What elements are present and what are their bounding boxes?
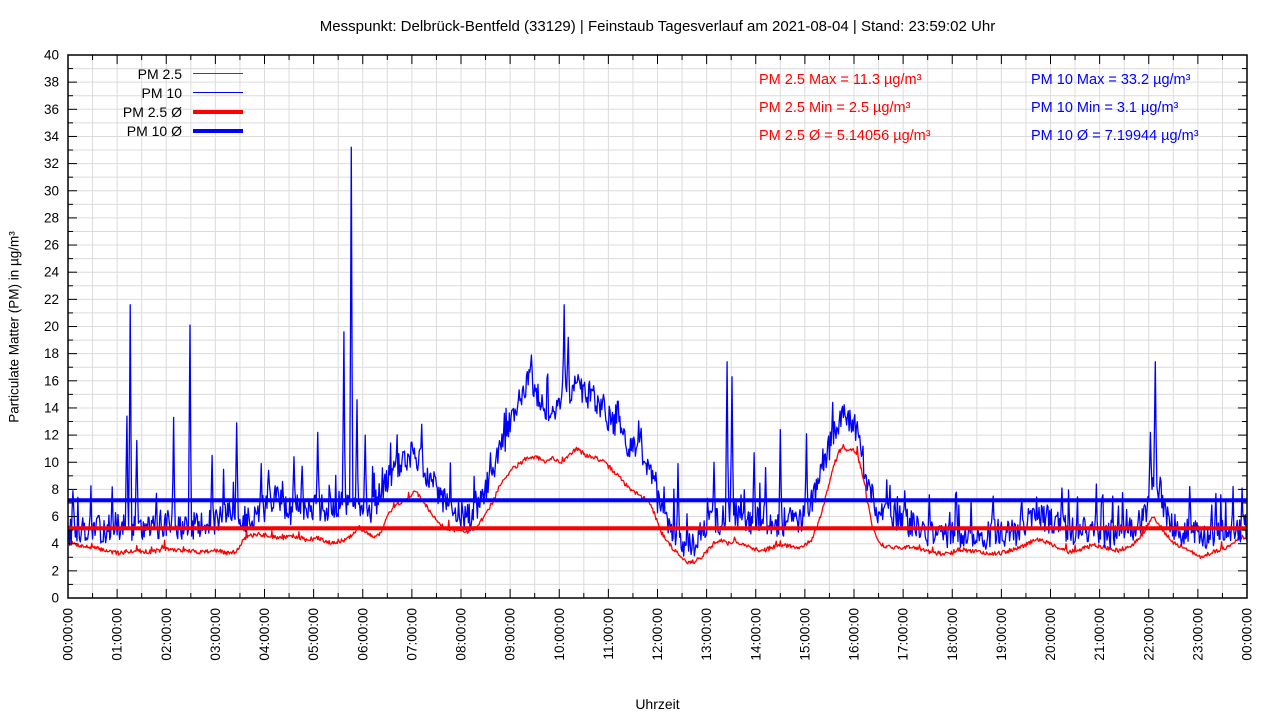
x-tick-label: 22:00:00 [1141,608,1156,661]
stats-pm10: PM 10 Max = 33.2 µg/m³ PM 10 Min = 3.1 µ… [1031,66,1199,150]
y-tick-label: 10 [44,455,59,470]
x-tick-label: 01:00:00 [110,608,125,661]
x-tick-label: 05:00:00 [306,608,321,661]
y-tick-label: 2 [51,563,59,578]
y-axis-label: Particulate Matter (PM) in µg/m³ [6,231,22,423]
legend-item-pm10-avg: PM 10 Ø [80,121,243,140]
x-tick-label: 20:00:00 [1043,608,1058,661]
x-tick-label: 09:00:00 [503,608,518,661]
x-tick-label: 07:00:00 [404,608,419,661]
y-tick-label: 38 [44,75,59,90]
x-tick-label: 13:00:00 [699,608,714,661]
stats-pm25: PM 2.5 Max = 11.3 µg/m³ PM 2.5 Min = 2.5… [759,66,931,150]
x-tick-label: 02:00:00 [159,608,174,661]
y-tick-label: 26 [44,238,59,253]
legend-line-pm10-avg-icon [193,128,243,133]
y-tick-label: 22 [44,292,59,307]
stat-pm25-max: PM 2.5 Max = 11.3 µg/m³ [759,72,922,88]
x-tick-label: 10:00:00 [552,608,567,661]
y-tick-label: 14 [44,400,60,415]
x-tick-label: 08:00:00 [454,608,469,661]
x-tick-label: 23:00:00 [1190,608,1205,661]
y-tick-label: 0 [51,591,59,606]
y-tick-label: 20 [44,319,59,334]
x-tick-label: 19:00:00 [994,608,1009,661]
y-tick-label: 32 [44,156,59,171]
y-tick-label: 18 [44,346,59,361]
y-tick-label: 34 [44,129,60,144]
y-tick-label: 6 [51,509,59,524]
y-tick-label: 30 [44,183,59,198]
stat-pm10-avg: PM 10 Ø = 7.19944 µg/m³ [1031,128,1199,144]
x-tick-label: 03:00:00 [208,608,223,661]
y-tick-label: 36 [44,102,59,117]
y-tick-label: 28 [44,210,59,225]
x-tick-label: 15:00:00 [797,608,812,661]
x-tick-label: 14:00:00 [748,608,763,661]
chart-title: Messpunkt: Delbrück-Bentfeld (33129) | F… [319,18,996,35]
legend-item-pm25: PM 2.5 [80,64,243,83]
y-tick-label: 12 [44,428,59,443]
x-tick-labels: 00:00:00 01:00:00 02:00:00 03:00:00 04:00:00… [61,608,1255,661]
legend-label-pm10-avg: PM 10 Ø [126,122,182,139]
legend-line-pm25-avg-icon [193,109,243,114]
x-tick-label: 04:00:00 [257,608,272,661]
y-tick-label: 40 [44,48,59,63]
data-series [67,146,1248,565]
grid [67,54,1248,599]
y-tick-label: 4 [51,536,59,551]
x-tick-label: 21:00:00 [1092,608,1107,661]
stat-pm10-max: PM 10 Max = 33.2 µg/m³ [1031,72,1191,88]
stat-pm10-min: PM 10 Min = 3.1 µg/m³ [1031,100,1179,116]
legend-label-pm25-avg: PM 2.5 Ø [122,103,182,120]
axis-ticks [67,54,1248,599]
legend-line-pm10-icon [193,91,243,94]
x-axis-label: Uhrzeit [635,696,680,712]
x-tick-label: 16:00:00 [847,608,862,661]
x-tick-label: 18:00:00 [945,608,960,661]
average-lines [68,498,1247,531]
y-tick-label: 24 [44,265,60,280]
series-line-pm-10 [67,146,1248,557]
legend-line-pm25-icon [193,72,243,75]
x-tick-label: 12:00:00 [650,608,665,661]
series-line-pm-2-5 [67,443,1248,565]
legend-item-pm10: PM 10 [80,83,243,102]
legend-item-pm25-avg: PM 2.5 Ø [80,102,243,121]
x-tick-label: 00:00:00 [1240,608,1255,661]
x-tick-label: 17:00:00 [896,608,911,661]
stat-pm25-min: PM 2.5 Min = 2.5 µg/m³ [759,100,911,116]
legend-label-pm25: PM 2.5 [137,65,182,82]
x-tick-label: 11:00:00 [601,608,616,660]
y-tick-label: 8 [51,482,59,497]
x-tick-label: 06:00:00 [355,608,370,661]
y-tick-label: 16 [44,373,59,388]
legend-label-pm10: PM 10 [141,84,182,101]
chart-legend: PM 2.5 PM 10 PM 2.5 Ø PM 10 Ø [80,64,243,140]
stat-pm25-avg: PM 2.5 Ø = 5.14056 µg/m³ [759,128,931,144]
x-tick-label: 00:00:00 [61,608,76,661]
